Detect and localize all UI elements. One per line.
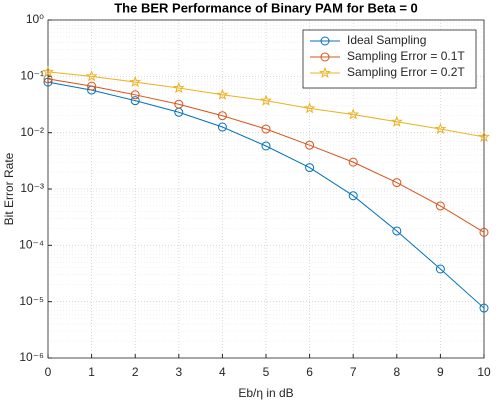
marker: [320, 52, 330, 62]
marker: [320, 36, 330, 46]
axes-box: [47, 19, 485, 359]
marker: [43, 74, 53, 84]
x-tick-label: 9: [437, 365, 444, 379]
series-line: [47, 78, 485, 233]
x-tick-label: 3: [175, 365, 182, 379]
marker: [261, 124, 271, 134]
legend-label: Ideal Sampling: [347, 33, 426, 47]
marker: [348, 157, 358, 167]
marker: [479, 227, 489, 237]
marker: [435, 201, 445, 211]
y-axis-label: Bit Error Rate: [2, 152, 16, 225]
series-line: [47, 71, 485, 138]
marker: [216, 88, 229, 100]
x-tick-label: 7: [350, 365, 357, 379]
x-tick-label: 10: [477, 365, 491, 379]
x-tick-label: 8: [393, 365, 400, 379]
x-tick-label: 6: [306, 365, 313, 379]
x-tick-label: 2: [132, 365, 139, 379]
marker: [390, 115, 403, 127]
y-tick-label: 10⁻⁵: [19, 294, 44, 308]
y-tick-label: 10⁰: [26, 12, 44, 26]
marker: [130, 90, 140, 100]
y-tick-label: 10⁻⁶: [19, 350, 44, 364]
legend-label: Sampling Error = 0.2T: [347, 65, 465, 79]
marker: [305, 140, 315, 150]
marker: [260, 94, 272, 106]
marker: [348, 191, 358, 201]
marker: [43, 77, 53, 87]
legend-label: Sampling Error = 0.1T: [347, 49, 465, 63]
x-tick-label: 0: [45, 365, 52, 379]
marker: [42, 65, 54, 77]
marker: [174, 99, 184, 109]
legend-box: [302, 29, 477, 89]
y-tick-label: 10⁻¹: [20, 69, 44, 83]
marker: [217, 122, 227, 132]
marker: [130, 96, 140, 106]
y-tick-label: 10⁻³: [20, 181, 44, 195]
marker: [478, 130, 490, 142]
x-tick-label: 1: [88, 365, 95, 379]
marker: [434, 122, 447, 135]
x-axis-label: Eb/η in dB: [238, 386, 293, 400]
x-tick-label: 5: [263, 365, 270, 379]
marker: [303, 102, 316, 114]
y-tick-label: 10⁻⁴: [19, 238, 44, 252]
marker: [217, 111, 227, 121]
marker: [479, 303, 489, 313]
marker: [392, 226, 402, 236]
marker: [392, 178, 402, 188]
y-tick-label: 10⁻²: [20, 125, 44, 139]
marker: [347, 108, 360, 120]
marker: [85, 70, 98, 82]
marker: [305, 163, 315, 173]
marker: [129, 75, 142, 88]
marker: [261, 141, 271, 151]
marker: [172, 81, 185, 94]
marker: [435, 264, 445, 274]
marker: [319, 66, 331, 79]
marker: [87, 81, 97, 91]
chart-title: The BER Performance of Binary PAM for Be…: [114, 0, 418, 15]
x-tick-label: 4: [219, 365, 226, 379]
series-line: [47, 81, 485, 309]
legend: Ideal Sampling Sampling Error = 0.1T Sampl…: [302, 29, 477, 89]
